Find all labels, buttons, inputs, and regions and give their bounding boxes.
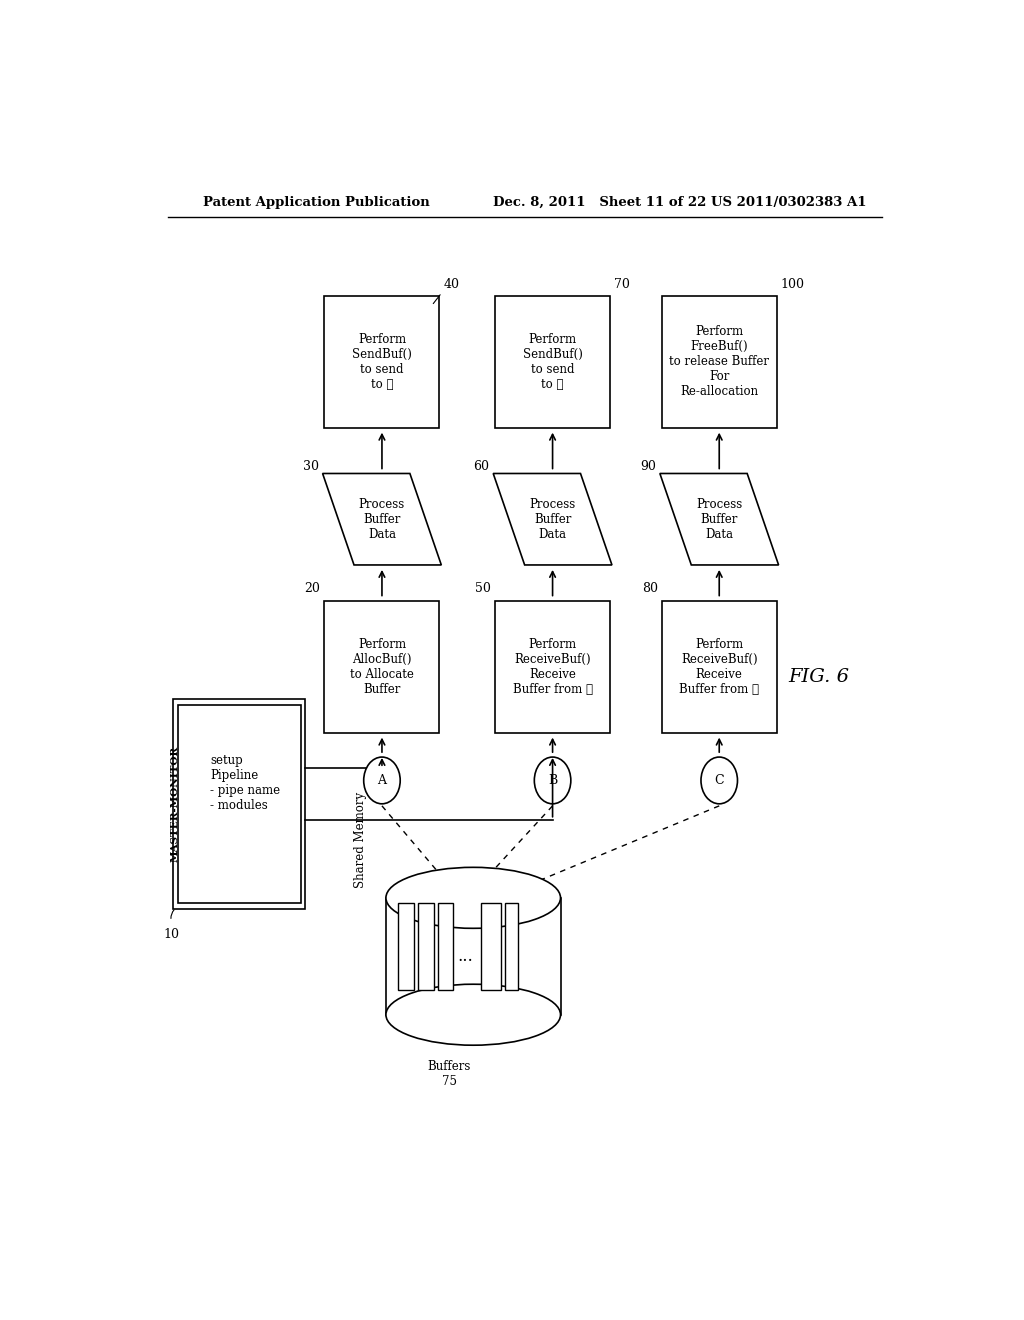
Text: Perform
AllocBuf()
to Allocate
Buffer: Perform AllocBuf() to Allocate Buffer	[350, 638, 414, 696]
Ellipse shape	[386, 867, 560, 928]
Text: 100: 100	[780, 277, 805, 290]
Text: 30: 30	[303, 461, 318, 474]
Bar	[495, 601, 610, 733]
Circle shape	[364, 758, 400, 804]
Bar	[505, 903, 518, 990]
Text: 90: 90	[640, 461, 656, 474]
Circle shape	[535, 758, 570, 804]
Ellipse shape	[386, 985, 560, 1045]
Text: Perform
FreeBuf()
to release Buffer
For
Re-allocation: Perform FreeBuf() to release Buffer For …	[670, 325, 769, 399]
Polygon shape	[323, 474, 441, 565]
Bar	[397, 903, 414, 990]
Text: 10: 10	[163, 928, 179, 941]
Bar	[662, 601, 777, 733]
Bar	[386, 898, 560, 1015]
Text: 60: 60	[473, 461, 489, 474]
Text: 50: 50	[475, 582, 492, 595]
Bar	[481, 903, 501, 990]
Bar	[177, 705, 301, 903]
Text: B: B	[548, 774, 557, 787]
Text: 80: 80	[642, 582, 657, 595]
Text: C: C	[715, 774, 724, 787]
Text: 20: 20	[304, 582, 321, 595]
Bar	[495, 296, 610, 428]
Text: Process
Buffer
Data: Process Buffer Data	[696, 498, 742, 541]
Text: US 2011/0302383 A1: US 2011/0302383 A1	[711, 195, 866, 209]
Bar	[437, 903, 454, 990]
Circle shape	[701, 758, 737, 804]
Text: Buffers
75: Buffers 75	[428, 1060, 471, 1089]
Polygon shape	[494, 474, 612, 565]
Text: Perform
ReceiveBuf()
Receive
Buffer from Ⓑ: Perform ReceiveBuf() Receive Buffer from…	[679, 638, 759, 696]
Text: ...: ...	[458, 948, 473, 965]
Text: Perform
SendBuf()
to send
to Ⓑ: Perform SendBuf() to send to Ⓑ	[352, 333, 412, 391]
Text: Perform
SendBuf()
to send
to Ⓒ: Perform SendBuf() to send to Ⓒ	[522, 333, 583, 391]
Text: Perform
ReceiveBuf()
Receive
Buffer from Ⓐ: Perform ReceiveBuf() Receive Buffer from…	[513, 638, 593, 696]
Polygon shape	[659, 474, 778, 565]
Text: Shared Memory: Shared Memory	[354, 792, 368, 887]
Bar	[325, 601, 439, 733]
Bar	[418, 903, 433, 990]
Text: 70: 70	[614, 277, 630, 290]
Text: MASTER-MONITOR: MASTER-MONITOR	[171, 746, 180, 862]
Text: Dec. 8, 2011   Sheet 11 of 22: Dec. 8, 2011 Sheet 11 of 22	[494, 195, 707, 209]
Bar	[325, 296, 439, 428]
Text: Process
Buffer
Data: Process Buffer Data	[529, 498, 575, 541]
Text: FIG. 6: FIG. 6	[787, 668, 849, 686]
Text: Process
Buffer
Data: Process Buffer Data	[358, 498, 406, 541]
Bar	[173, 698, 305, 909]
Text: A: A	[378, 774, 386, 787]
Text: 40: 40	[443, 277, 460, 290]
Text: setup
Pipeline
- pipe name
- modules: setup Pipeline - pipe name - modules	[210, 755, 281, 813]
Text: Patent Application Publication: Patent Application Publication	[204, 195, 430, 209]
Bar	[662, 296, 777, 428]
